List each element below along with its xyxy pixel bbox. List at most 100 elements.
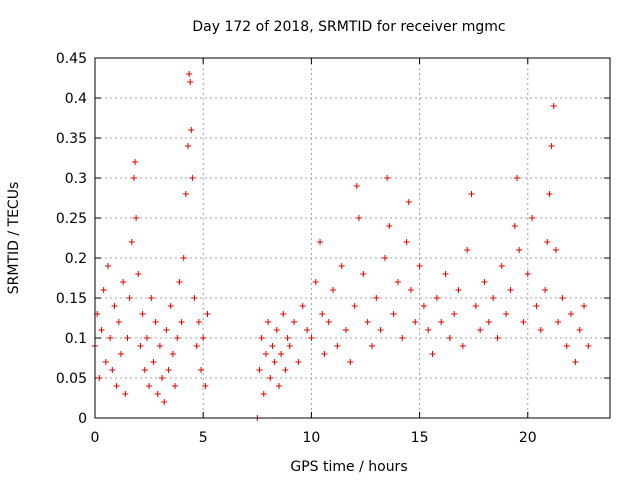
data-point <box>198 367 205 373</box>
data-point <box>330 287 337 293</box>
data-point <box>308 335 315 341</box>
data-point <box>135 271 142 277</box>
data-point <box>204 311 211 317</box>
data-point <box>312 279 319 285</box>
data-point <box>299 303 306 309</box>
y-tick-label: 0 <box>78 411 87 427</box>
data-point <box>152 319 159 325</box>
data-point <box>133 215 140 221</box>
data-point <box>438 319 445 325</box>
data-point <box>180 255 187 261</box>
y-tick-label: 0.25 <box>56 211 87 227</box>
data-point <box>384 175 391 181</box>
data-point <box>481 279 488 285</box>
y-tick-label: 0.05 <box>56 371 87 387</box>
data-point <box>143 335 150 341</box>
data-point <box>513 175 520 181</box>
y-tick-label: 0.4 <box>65 91 87 107</box>
data-point <box>576 327 583 333</box>
data-point <box>161 399 168 405</box>
data-point <box>267 375 274 381</box>
data-point <box>167 303 174 309</box>
data-point <box>165 367 172 373</box>
data-point <box>403 239 410 245</box>
data-point <box>269 343 276 349</box>
data-point <box>186 71 193 77</box>
data-point <box>325 319 332 325</box>
chart-title: Day 172 of 2018, SRMTID for receiver mgm… <box>192 19 505 35</box>
data-point <box>568 311 575 317</box>
y-tick-labels: 0 0.05 0.1 0.15 0.2 0.25 0.3 0.35 0.4 0.45 <box>56 51 87 427</box>
data-point <box>464 247 471 253</box>
data-point <box>187 79 194 85</box>
data-point <box>355 215 362 221</box>
data-point <box>304 327 311 333</box>
data-point <box>542 287 549 293</box>
data-point <box>120 279 127 285</box>
data-point <box>176 279 183 285</box>
data-point <box>262 351 269 357</box>
x-tick-label: 5 <box>199 430 208 446</box>
y-tick-label: 0.35 <box>56 131 87 147</box>
data-point <box>468 191 475 197</box>
data-point <box>286 343 293 349</box>
data-point <box>163 327 170 333</box>
data-point <box>265 319 272 325</box>
data-point <box>485 319 492 325</box>
data-point <box>111 303 118 309</box>
y-tick-label: 0.45 <box>56 51 87 67</box>
data-point <box>472 303 479 309</box>
y-axis-label: SRMTID / TECUs <box>6 182 22 295</box>
data-point <box>425 327 432 333</box>
data-point <box>433 295 440 301</box>
data-point <box>446 335 453 341</box>
data-point <box>548 143 555 149</box>
data-point <box>585 343 592 349</box>
data-point <box>159 375 166 381</box>
data-point <box>516 247 523 253</box>
x-tick-label: 10 <box>302 430 320 446</box>
data-point <box>552 247 559 253</box>
data-point <box>189 175 196 181</box>
data-point <box>555 319 562 325</box>
data-point <box>420 303 427 309</box>
data-point <box>102 359 109 365</box>
data-point <box>139 311 146 317</box>
data-point <box>260 391 267 397</box>
data-point <box>191 295 198 301</box>
data-point <box>544 239 551 245</box>
data-point <box>178 319 185 325</box>
data-point <box>282 367 289 373</box>
data-point <box>200 335 207 341</box>
x-tick-label: 20 <box>519 430 537 446</box>
data-point <box>115 319 122 325</box>
data-point <box>275 383 282 389</box>
data-point <box>141 367 148 373</box>
y-tick-label: 0.2 <box>65 251 87 267</box>
data-point <box>195 319 202 325</box>
data-point <box>373 295 380 301</box>
data-point <box>156 343 163 349</box>
data-point <box>258 335 265 341</box>
data-point <box>343 327 350 333</box>
data-point <box>150 359 157 365</box>
data-point <box>399 335 406 341</box>
data-point <box>451 311 458 317</box>
plot-frame <box>94 57 611 419</box>
data-point <box>317 239 324 245</box>
data-point <box>520 319 527 325</box>
data-point <box>291 319 298 325</box>
data-point <box>295 359 302 365</box>
data-point <box>416 263 423 269</box>
data-point <box>503 311 510 317</box>
data-point <box>407 287 414 293</box>
x-tick-label: 0 <box>91 430 100 446</box>
data-point <box>202 383 209 389</box>
data-point <box>319 311 326 317</box>
data-point <box>182 191 189 197</box>
data-point <box>174 335 181 341</box>
data-point <box>130 175 137 181</box>
data-point <box>572 359 579 365</box>
data-point <box>100 287 107 293</box>
data-point <box>107 335 114 341</box>
